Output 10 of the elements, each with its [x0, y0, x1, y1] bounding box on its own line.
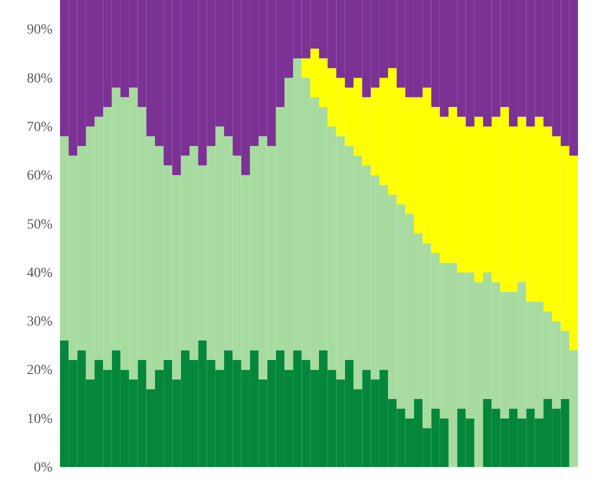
y-tick-label: 50% — [26, 217, 53, 232]
y-tick-label: 70% — [26, 120, 53, 135]
y-tick-label: 40% — [26, 266, 53, 281]
y-tick-label: 90% — [26, 22, 53, 38]
y-tick-label: 20% — [26, 363, 53, 378]
y-tick-label: 60% — [26, 168, 53, 184]
y-tick-label: 0% — [34, 460, 53, 476]
y-tick-label: 30% — [26, 314, 53, 330]
y-tick-label: 80% — [26, 71, 53, 86]
y-tick-label: 10% — [26, 412, 53, 427]
